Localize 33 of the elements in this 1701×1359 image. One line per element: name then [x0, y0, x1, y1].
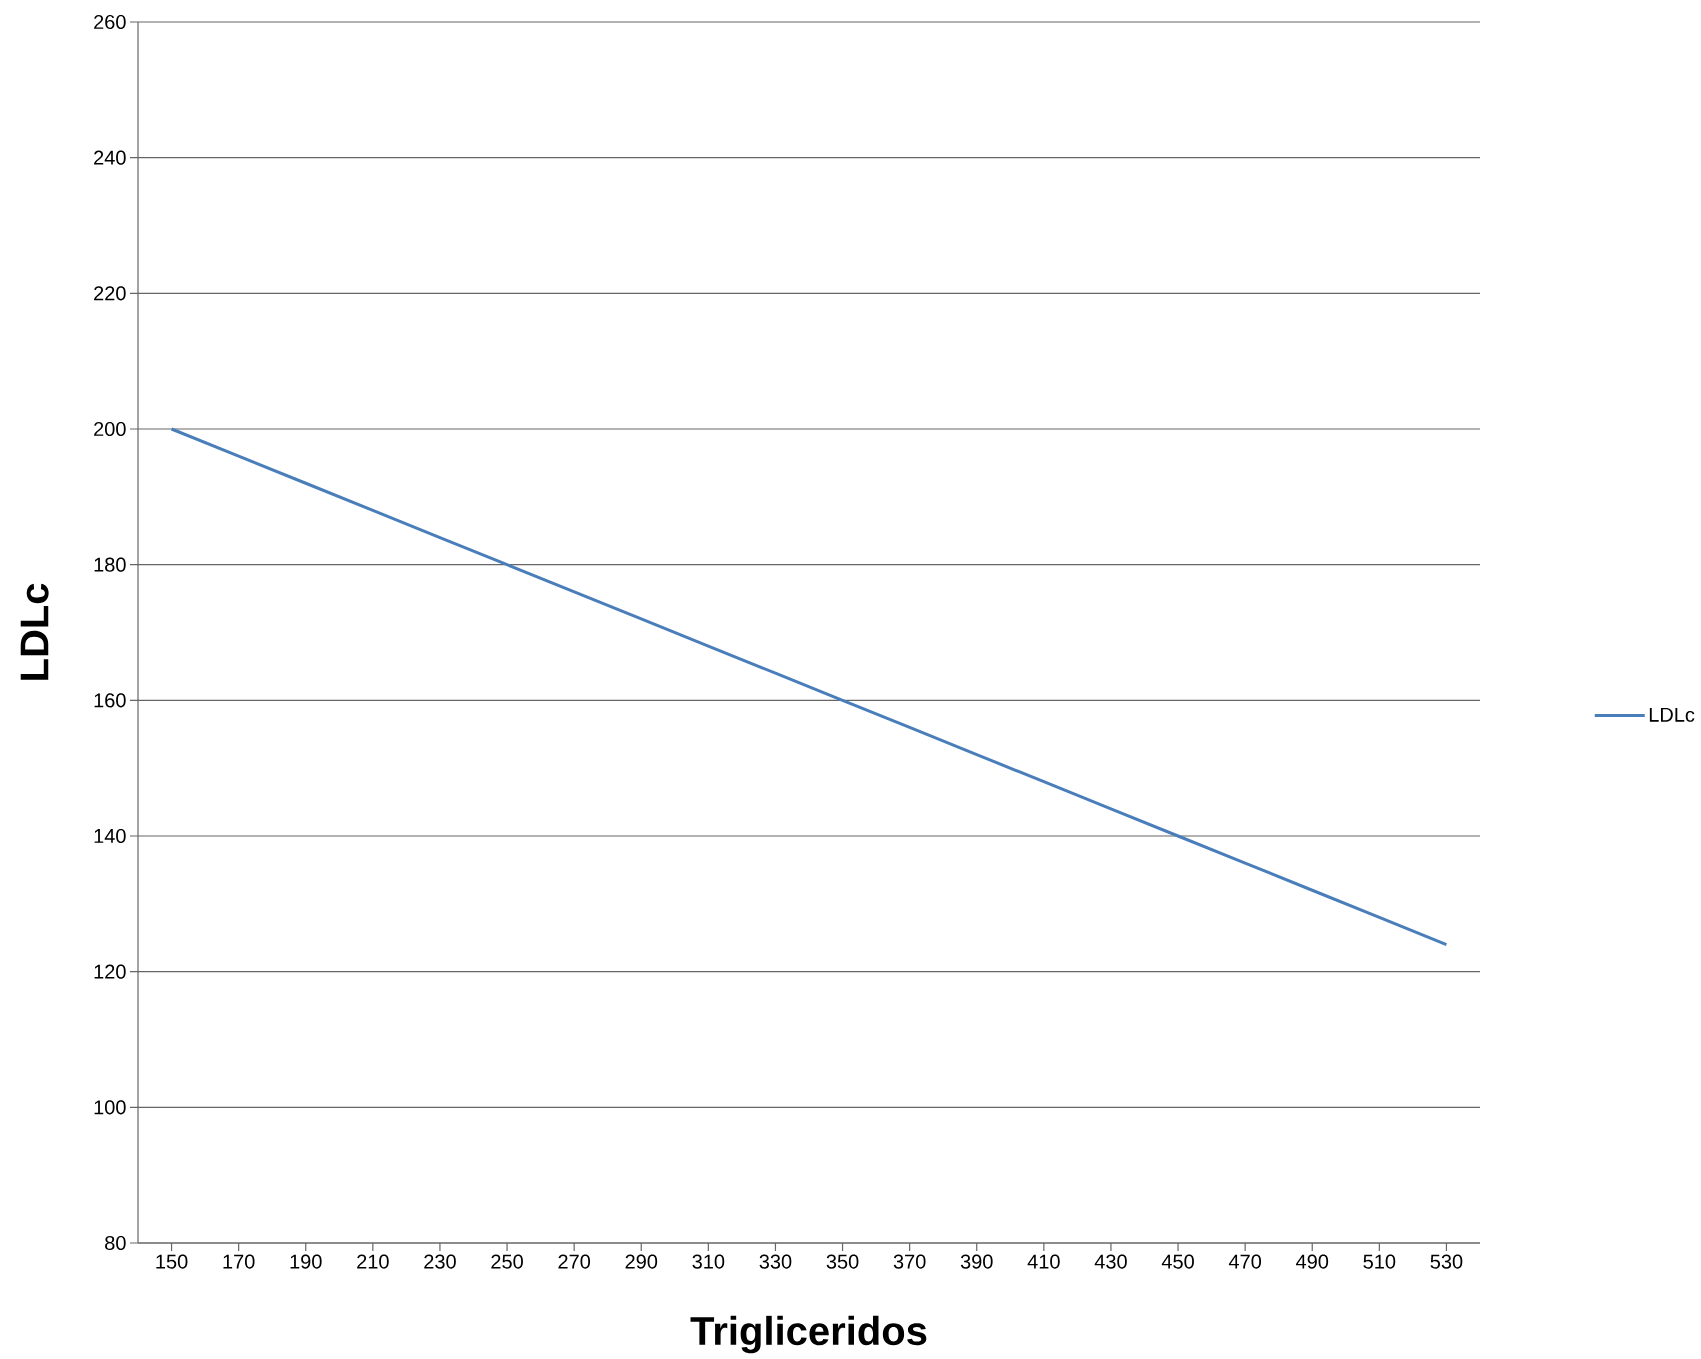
y-tick-label: 220: [94, 286, 126, 301]
x-tick-label: 310: [692, 1254, 725, 1269]
y-tick-label: 120: [94, 964, 126, 979]
x-tick-label: 230: [424, 1254, 456, 1269]
y-axis-title: LDLc: [20, 583, 49, 680]
x-tick-label: 490: [1296, 1254, 1329, 1269]
x-tick-label: 450: [1161, 1254, 1194, 1269]
x-tick-label: 150: [156, 1254, 188, 1269]
y-tick-label: 100: [94, 1100, 126, 1115]
x-tick-label: 410: [1027, 1254, 1060, 1269]
legend-label: LDLc: [1649, 707, 1695, 722]
y-tick-label: 260: [94, 14, 126, 30]
x-tick-label: 170: [223, 1254, 255, 1269]
x-tick-label: 190: [290, 1254, 322, 1269]
x-tick-label: 370: [893, 1254, 926, 1269]
y-tick-label: 240: [94, 150, 126, 165]
y-tick-label: 160: [94, 693, 126, 708]
x-tick-label: 350: [826, 1254, 859, 1269]
x-tick-label: 290: [625, 1254, 658, 1269]
x-tick-label: 510: [1363, 1254, 1396, 1269]
y-tick-label: 80: [105, 1235, 126, 1251]
x-tick-label: 330: [759, 1254, 792, 1269]
x-tick-label: 390: [960, 1254, 993, 1269]
x-tick-label: 530: [1430, 1254, 1463, 1269]
x-tick-label: 250: [491, 1254, 523, 1269]
y-tick-label: 200: [94, 421, 126, 437]
x-tick-label: 470: [1228, 1254, 1262, 1269]
x-tick-label: 430: [1094, 1254, 1127, 1269]
y-tick-label: 180: [94, 557, 126, 572]
y-tick-label: 140: [94, 828, 126, 844]
x-tick-label: 210: [357, 1254, 389, 1269]
x-axis-title: Trigliceridos: [690, 1315, 927, 1354]
x-tick-label: 270: [558, 1254, 591, 1269]
